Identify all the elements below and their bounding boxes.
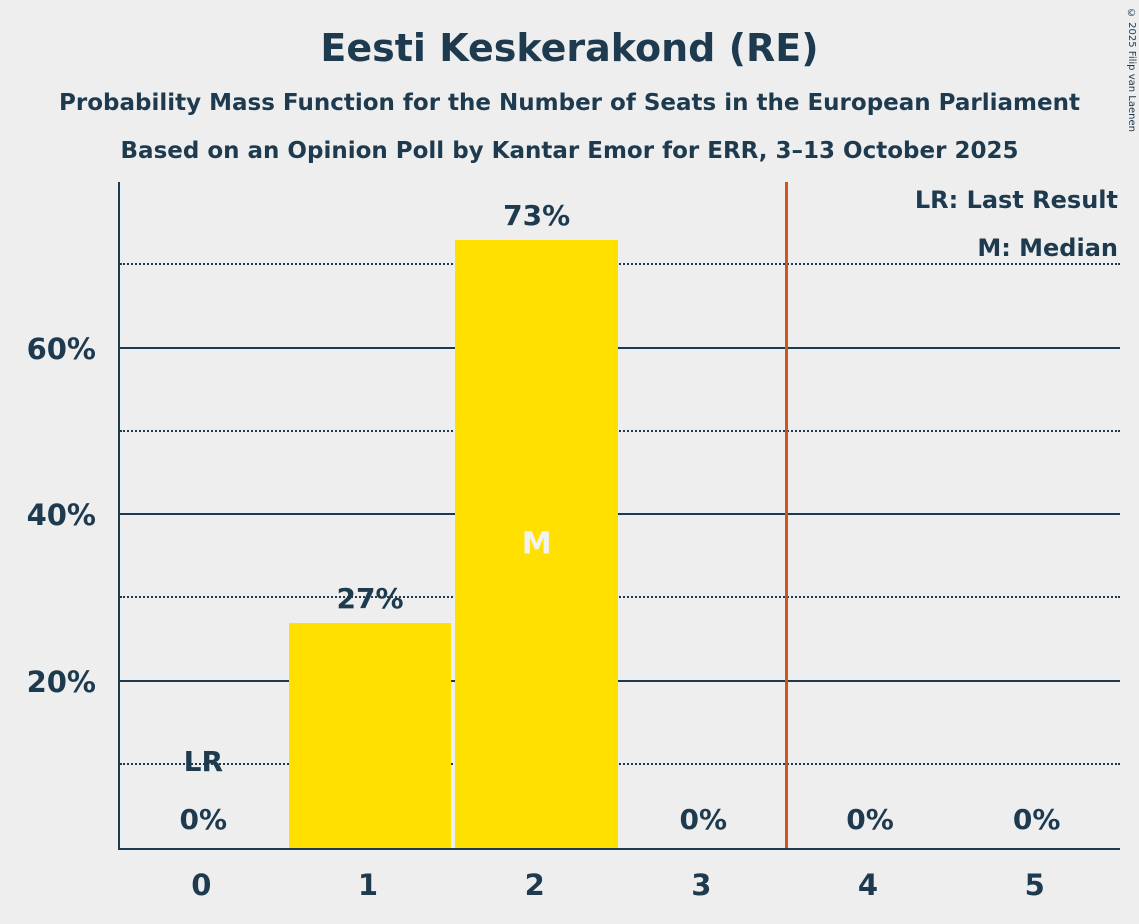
- y-tick-label-40: 40%: [26, 498, 96, 532]
- vertical-marker-line: [785, 182, 789, 848]
- value-label-seats-3: 0%: [679, 803, 728, 836]
- last-result-marker-label: LR: [183, 745, 224, 778]
- x-tick-label-5: 5: [1024, 868, 1045, 902]
- gridline-solid-60: [120, 346, 1120, 349]
- gridline-dotted-50: [120, 429, 1120, 432]
- gridline-dotted-10: [120, 762, 1120, 765]
- y-axis-labels: 20% 40% 60%: [0, 182, 106, 848]
- plot-area: 0% 27% 73% 0% 0% 0% LR M: [118, 182, 1120, 850]
- copyright-text: © 2025 Filip van Laenen: [1126, 8, 1137, 132]
- bar-seats-1: [288, 623, 452, 848]
- gridline-solid-20: [120, 679, 1120, 682]
- median-marker-label: M: [521, 526, 552, 562]
- chart-subtitle-poll: Based on an Opinion Poll by Kantar Emor …: [120, 138, 1019, 164]
- value-label-seats-1: 27%: [336, 582, 404, 616]
- value-label-seats-5: 0%: [1012, 803, 1061, 836]
- x-axis-labels: 0 1 2 3 4 5: [118, 856, 1118, 916]
- x-tick-label-1: 1: [357, 868, 379, 902]
- value-label-seats-0: 0%: [179, 803, 228, 836]
- x-tick-label-2: 2: [524, 868, 545, 902]
- gridline-dotted-30: [120, 596, 1120, 599]
- legend-last-result: LR: Last Result: [914, 186, 1118, 214]
- value-label-seats-4: 0%: [846, 803, 894, 836]
- gridline-solid-40: [120, 513, 1120, 515]
- y-tick-label-60: 60%: [26, 331, 96, 366]
- legend-median: M: Median: [977, 234, 1118, 262]
- x-tick-label-0: 0: [191, 868, 212, 902]
- bar-seats-2: [455, 240, 618, 848]
- value-label-seats-2: 73%: [503, 199, 571, 233]
- chart-title: Eesti Keskerakond (RE): [320, 26, 819, 70]
- gridline-dotted-70: [120, 263, 1120, 266]
- chart-subtitle-pmf: Probability Mass Function for the Number…: [59, 90, 1080, 116]
- x-tick-label-3: 3: [691, 868, 712, 902]
- x-tick-label-4: 4: [857, 868, 879, 902]
- y-tick-label-20: 20%: [26, 664, 96, 699]
